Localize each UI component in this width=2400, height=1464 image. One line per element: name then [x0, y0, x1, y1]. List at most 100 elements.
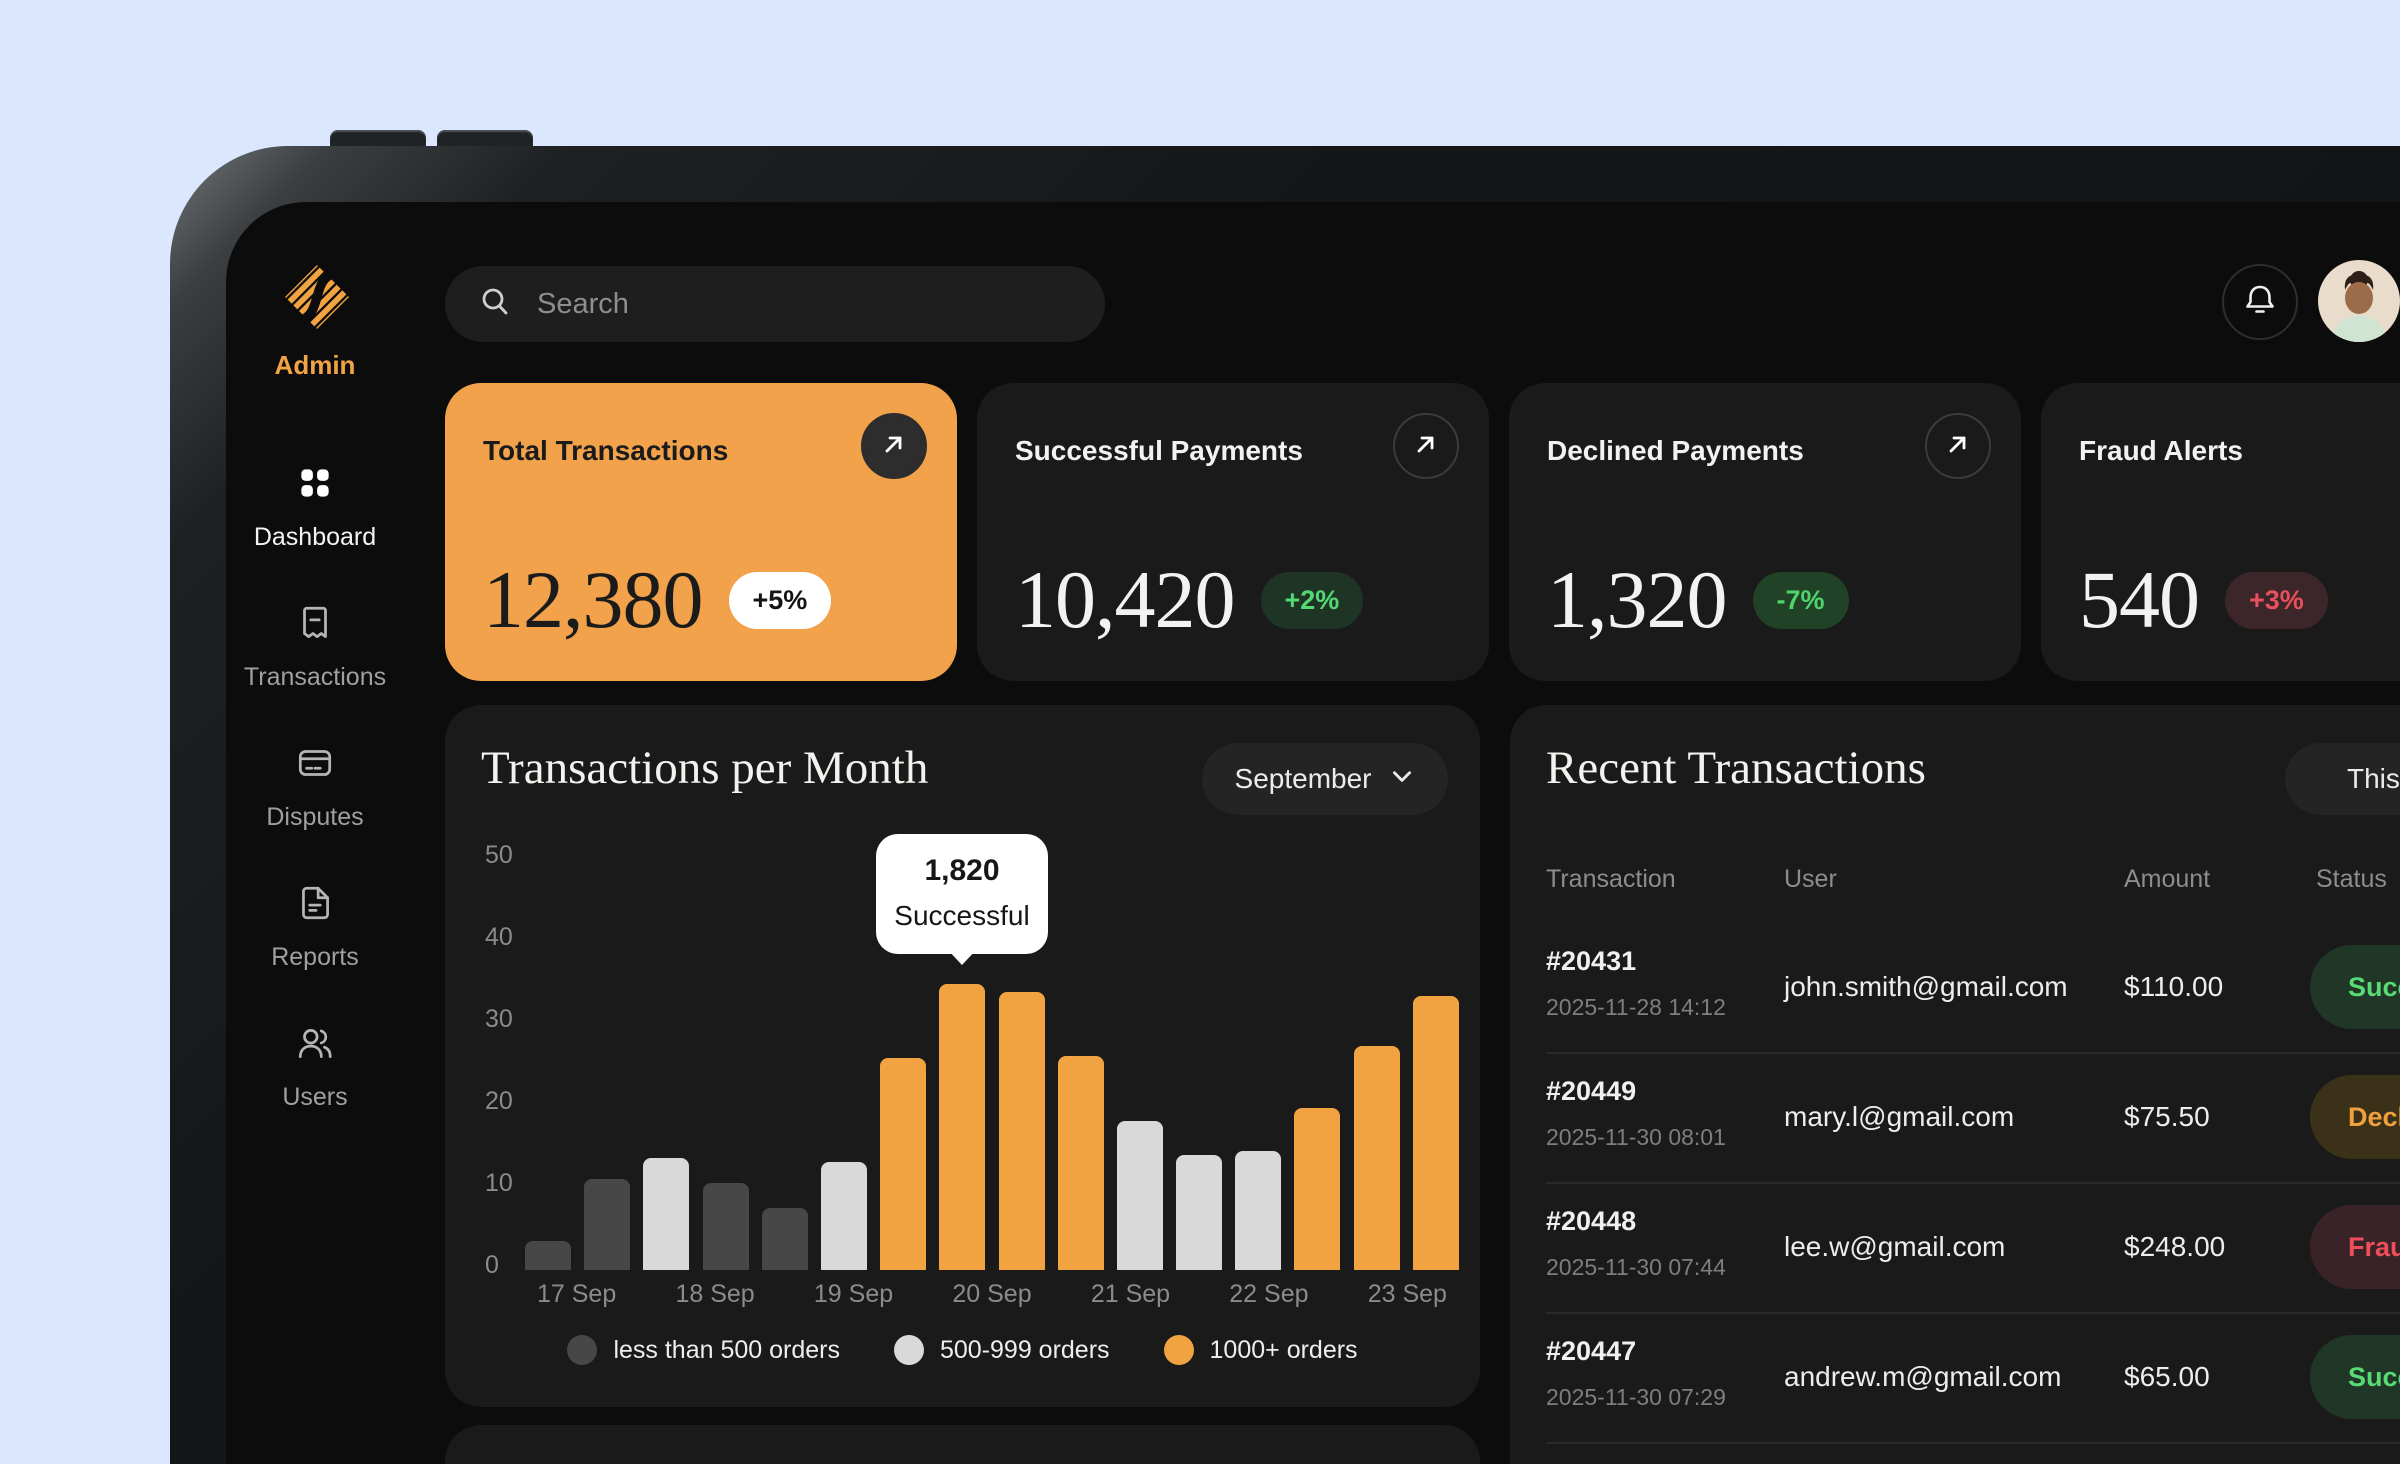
legend-dot-icon [893, 1335, 924, 1365]
transaction-user: andrew.m@gmail.com [1784, 1361, 2062, 1392]
open-details-button[interactable] [861, 413, 927, 479]
legend-label: 1000+ orders [1209, 1335, 1358, 1364]
row-divider [1546, 1052, 2400, 1054]
transaction-amount: $110.00 [2124, 971, 2224, 1002]
stat-card-title: Declined Payments [1547, 435, 1804, 466]
month-selector-dropdown[interactable]: September [1202, 743, 1448, 815]
stat-card-title: Total Transactions [483, 435, 729, 466]
x-axis: 17 Sep 18 Sep 19 Sep 20 Sep 21 Sep 22 Sep 23 S… [525, 1280, 1459, 1309]
transaction-date: 2025-11-28 14:12 [1546, 994, 1726, 1020]
table-row[interactable]: #20449 2025-11-30 08:01 mary.l@gmail.com… [1510, 1052, 2400, 1182]
bar[interactable] [998, 992, 1045, 1270]
recent-transactions-panel: Recent Transactions This week Transactio… [1510, 705, 2400, 1464]
stat-card-title: Successful Payments [1015, 435, 1303, 466]
transactions-per-month-card: Transactions per Month September 50 40 30 2… [445, 705, 1480, 1407]
chart-legend: less than 500 orders 500-999 orders 1000+ … [445, 1335, 1480, 1365]
transaction-user: lee.w@gmail.com [1784, 1231, 2006, 1262]
stat-delta-badge: +3% [2225, 571, 2328, 629]
sidebar-item-disputes[interactable]: Disputes [235, 742, 395, 832]
bar[interactable] [820, 1162, 867, 1270]
x-tick-label: 18 Sep [675, 1280, 755, 1308]
transaction-amount: $65.00 [2124, 1361, 2210, 1392]
bar[interactable] [1294, 1108, 1341, 1270]
sidebar-item-label: Transactions [243, 663, 387, 691]
range-selector-dropdown[interactable]: This week [2285, 743, 2400, 815]
status-badge: Declined [2310, 1075, 2400, 1159]
sidebar-item-users[interactable]: Users [235, 1022, 395, 1112]
x-tick-label: 21 Sep [1090, 1280, 1171, 1308]
table-row[interactable]: #20448 2025-11-30 07:44 lee.w@gmail.com … [1510, 1182, 2400, 1312]
status-badge: Success [2310, 1335, 2400, 1419]
table-row[interactable]: #20431 2025-11-28 14:12 john.smith@gmail… [1510, 922, 2400, 1052]
tooltip-label: Successful [894, 900, 1030, 931]
y-tick-label: 20 [485, 1087, 513, 1115]
brand-logo-icon [284, 264, 350, 330]
dashboard-grid-icon [294, 462, 336, 509]
sidebar-item-reports[interactable]: Reports [235, 882, 395, 972]
y-tick-label: 0 [485, 1251, 499, 1279]
brand-name: Admin [274, 350, 356, 380]
recent-transactions-title: Recent Transactions [1546, 742, 1926, 794]
bar[interactable] [643, 1158, 690, 1270]
bar-tooltip: 1,820 Successful [876, 834, 1048, 954]
transaction-date: 2025-11-30 07:44 [1546, 1254, 1726, 1280]
bar[interactable] [702, 1183, 749, 1270]
stat-card-title: Fraud Alerts [2079, 435, 2243, 466]
transaction-date: 2025-11-30 07:29 [1546, 1384, 1726, 1410]
sidebar-item-label: Disputes [266, 803, 364, 831]
stat-value: 12,380 [483, 554, 703, 645]
bar[interactable] [761, 1208, 808, 1270]
table-row[interactable]: #20447 2025-11-30 07:29 andrew.m@gmail.c… [1510, 1312, 2400, 1442]
x-tick-label: 19 Sep [813, 1280, 894, 1308]
bar[interactable] [1412, 996, 1459, 1270]
tablet-device-frame: Admin Dashboard T [170, 146, 2400, 1464]
arrow-up-right-icon [1411, 429, 1441, 464]
stat-card-fraud-alerts: Fraud Alerts 540 +3% [2041, 383, 2400, 681]
report-file-icon [294, 882, 336, 929]
chart-title: Transactions per Month [481, 742, 929, 794]
transaction-id: #20447 [1546, 1336, 1637, 1366]
sidebar-item-transactions[interactable]: Transactions [235, 602, 395, 692]
status-badge: Fraud [2310, 1205, 2400, 1289]
legend-item: 1000+ orders [1163, 1335, 1358, 1365]
column-header-user: User [1784, 865, 1837, 893]
sidebar-item-dashboard[interactable]: Dashboard [235, 462, 395, 552]
bar[interactable] [1057, 1056, 1104, 1270]
y-tick-label: 10 [485, 1169, 513, 1197]
bar[interactable] [1176, 1155, 1223, 1270]
y-tick-label: 50 [485, 841, 513, 869]
bar[interactable] [584, 1179, 631, 1270]
bar[interactable] [525, 1241, 571, 1270]
bar[interactable] [880, 1058, 927, 1270]
row-divider [1546, 1312, 2400, 1314]
bar[interactable] [1235, 1151, 1282, 1270]
credit-card-icon [294, 742, 336, 789]
legend-dot-icon [1163, 1335, 1194, 1365]
column-header-status: Status [2316, 865, 2387, 893]
open-details-button[interactable] [1925, 413, 1991, 479]
bar[interactable] [1116, 1121, 1163, 1270]
bell-icon [2240, 280, 2280, 325]
search-input[interactable] [535, 286, 1059, 322]
user-avatar[interactable] [2318, 260, 2400, 342]
transaction-user: john.smith@gmail.com [1784, 971, 2068, 1002]
row-divider [1546, 1442, 2400, 1444]
sidebar-item-label: Dashboard [253, 523, 377, 551]
stat-delta-badge: -7% [1752, 571, 1849, 629]
row-divider [1546, 1182, 2400, 1184]
x-tick-label: 22 Sep [1229, 1280, 1309, 1308]
legend-item: less than 500 orders [567, 1335, 840, 1365]
bar[interactable] [939, 984, 986, 1270]
bar[interactable] [1353, 1046, 1400, 1270]
y-tick-label: 30 [485, 1005, 513, 1033]
open-details-button[interactable] [1393, 413, 1459, 479]
search-bar[interactable] [445, 266, 1105, 342]
bar-plot [525, 770, 1459, 1270]
month-selector-value: September [1234, 763, 1372, 794]
y-tick-label: 40 [485, 923, 513, 951]
legend-label: less than 500 orders [613, 1335, 840, 1364]
sidebar-item-label: Users [282, 1083, 348, 1111]
notifications-button[interactable] [2222, 264, 2298, 340]
stat-delta-badge: +5% [728, 571, 832, 629]
